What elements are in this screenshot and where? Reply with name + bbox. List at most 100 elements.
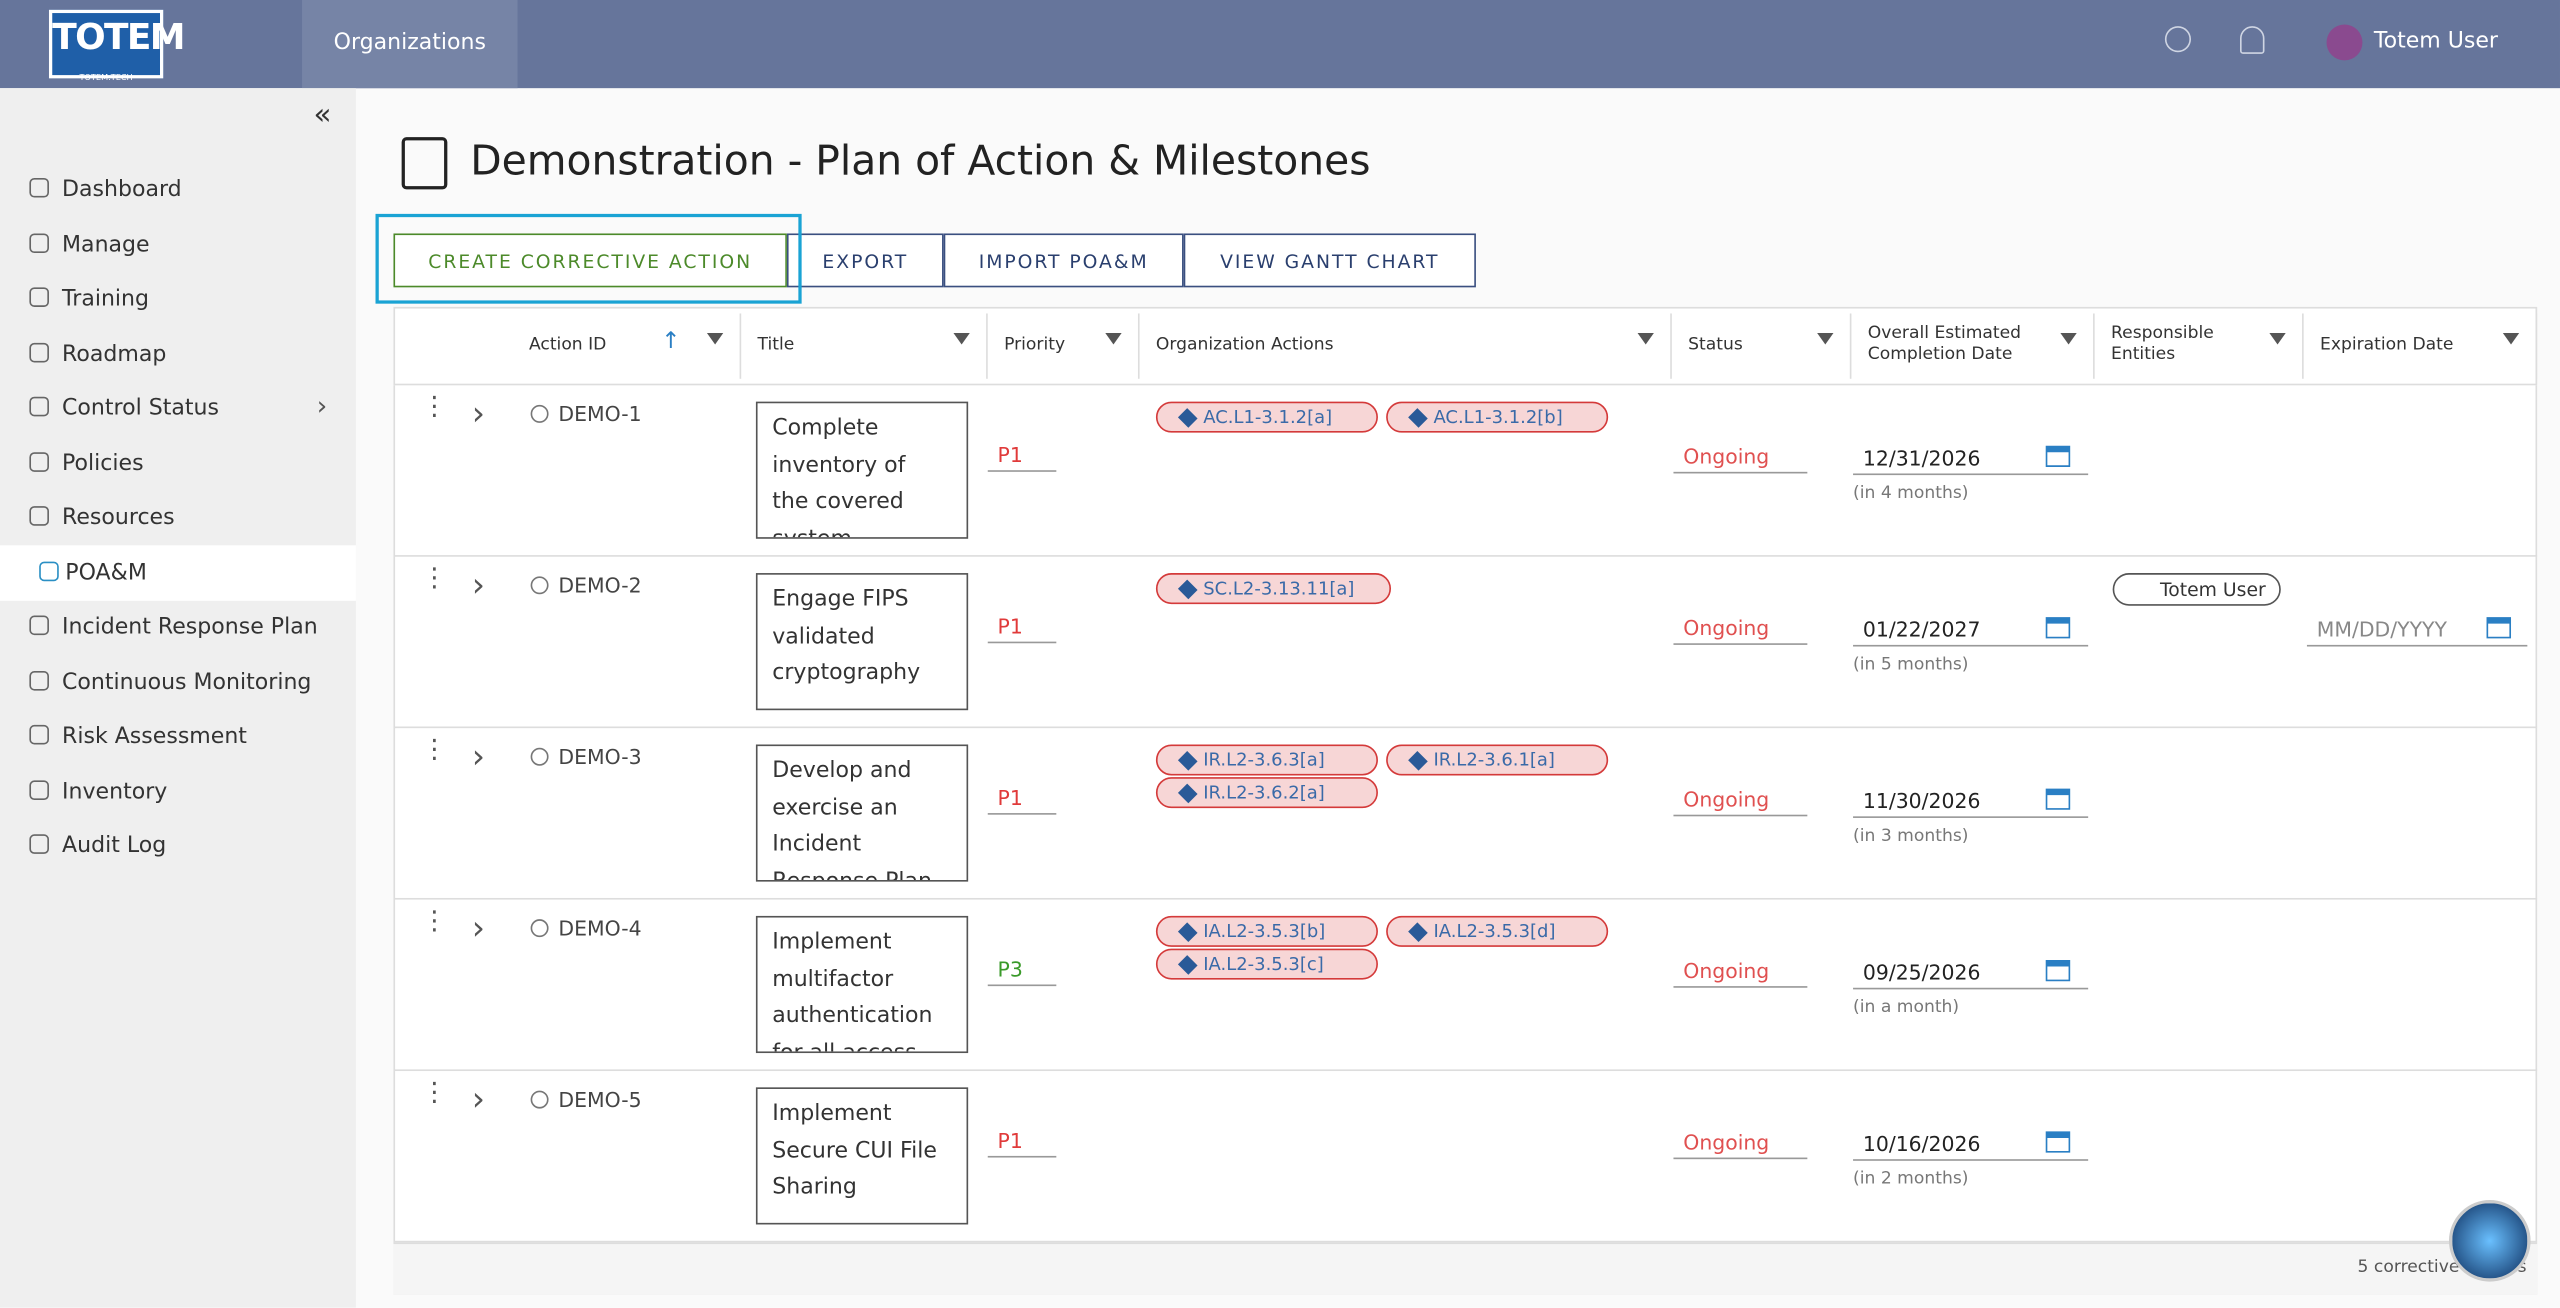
priority[interactable]: P1	[987, 611, 1057, 644]
nav-item[interactable]: Roadmap	[62, 340, 167, 367]
date[interactable]: 01/22/2027	[1853, 614, 2089, 647]
nav-item[interactable]: Risk Assessment	[62, 723, 247, 750]
control-tag[interactable]: SC.L2-3.13.11[a]	[1155, 573, 1392, 605]
status[interactable]: Ongoing	[1673, 1128, 1808, 1160]
nav-icon	[29, 779, 49, 800]
title-box: Implement multifactor authentication for…	[755, 915, 969, 1054]
nav-item[interactable]: POA&M	[65, 559, 147, 586]
row-title[interactable]: Develop and exercise an Incident Respons…	[772, 757, 933, 882]
calendar-icon[interactable]	[2045, 1131, 2071, 1153]
row-title[interactable]: Complete inventory of the covered system	[772, 414, 906, 539]
search-icon[interactable]	[2164, 26, 2192, 53]
tag-icon	[1177, 751, 1198, 771]
nav-item[interactable]: Control Status	[62, 395, 219, 422]
sort-arrow[interactable]: ↑	[661, 328, 681, 355]
control-tag[interactable]: IA.L2-3.5.3[d]	[1386, 915, 1609, 947]
header-row	[393, 306, 2538, 386]
calendar-icon[interactable]	[2045, 788, 2071, 810]
control-tag[interactable]: IR.L2-3.6.2[a]	[1155, 777, 1378, 809]
filter-icon[interactable]	[2060, 333, 2077, 345]
bell-icon[interactable]	[2239, 26, 2265, 54]
row-expand[interactable]: ›	[471, 736, 485, 776]
control-tag[interactable]: IR.L2-3.6.1[a]	[1386, 744, 1609, 776]
expiration[interactable]: MM/DD/YYYY	[2306, 614, 2528, 647]
control-tag[interactable]: IA.L2-3.5.3[c]	[1155, 948, 1378, 980]
calendar-icon[interactable]	[2486, 617, 2512, 639]
nav-item[interactable]: Inventory	[62, 777, 168, 805]
filter-icon[interactable]	[953, 333, 970, 345]
help-avatar[interactable]	[2448, 1199, 2531, 1282]
nav-item[interactable]: Policies	[62, 449, 144, 476]
nav-active	[0, 544, 356, 600]
nav-item[interactable]: Training	[62, 285, 150, 312]
filter-icon[interactable]	[2502, 333, 2520, 345]
row-id: DEMO-2	[558, 573, 642, 598]
filter-icon[interactable]	[1637, 333, 1654, 345]
row-expand[interactable]: ›	[471, 393, 485, 433]
status[interactable]: Ongoing	[1673, 785, 1808, 817]
date[interactable]: 11/30/2026	[1853, 785, 2089, 818]
calendar-icon[interactable]	[2045, 959, 2071, 982]
control-tag[interactable]: IA.L2-3.5.3[b]	[1155, 915, 1378, 947]
nav-item[interactable]: Resources	[62, 504, 175, 531]
nav-item[interactable]: Incident Response Plan	[62, 613, 318, 640]
toolbar-button[interactable]: CREATE CORRECTIVE ACTION	[393, 233, 787, 288]
row-expand[interactable]: ›	[471, 907, 485, 947]
date[interactable]: 09/25/2026	[1853, 957, 2089, 990]
tag-label: AC.L1-3.1.2[a]	[1203, 406, 1333, 428]
column-header: Status	[1688, 334, 1743, 355]
column-divider	[1670, 313, 1672, 379]
column-header: Priority	[1004, 334, 1066, 355]
user-name[interactable]: Totem User	[2373, 27, 2499, 54]
column-divider	[2302, 313, 2304, 379]
nav-item[interactable]: Dashboard	[62, 176, 182, 203]
row-menu[interactable]: ⋮	[421, 736, 447, 762]
toolbar-button[interactable]: IMPORT POA&M	[943, 233, 1184, 288]
row-title[interactable]: Implement Secure CUI File Sharing	[772, 1100, 937, 1200]
nav-icon	[29, 396, 49, 417]
row-menu[interactable]: ⋮	[421, 393, 447, 419]
row-menu[interactable]: ⋮	[421, 1078, 447, 1104]
calendar-icon[interactable]	[2045, 445, 2071, 467]
column-header: Responsible Entities	[2111, 323, 2214, 364]
entity-chip: Totem User	[2112, 573, 2281, 606]
nav-item[interactable]: Audit Log	[62, 832, 167, 859]
tag-label: IR.L2-3.6.3[a]	[1203, 749, 1325, 771]
toolbar-button[interactable]: EXPORT	[786, 233, 944, 288]
nav-item[interactable]: Manage	[62, 231, 150, 258]
toolbar-button[interactable]: VIEW GANTT CHART	[1183, 233, 1476, 288]
control-tag[interactable]: AC.L1-3.1.2[b]	[1386, 401, 1609, 433]
row-title[interactable]: Implement multifactor authentication for…	[772, 928, 933, 1054]
filter-icon[interactable]	[2269, 333, 2286, 345]
filter-icon[interactable]	[1817, 333, 1834, 345]
collapse[interactable]: «	[313, 97, 332, 133]
row-menu[interactable]: ⋮	[421, 564, 447, 590]
tag-label: IR.L2-3.6.2[a]	[1203, 782, 1325, 804]
date[interactable]: 10/16/2026	[1853, 1128, 2089, 1161]
tag-label: IA.L2-3.5.3[c]	[1203, 953, 1324, 975]
filter-icon[interactable]	[706, 333, 724, 345]
priority[interactable]: P1	[987, 439, 1057, 472]
nav-tab[interactable]: Organizations	[302, 0, 518, 89]
row-title[interactable]: Engage FIPS validated cryptography	[772, 586, 921, 686]
status[interactable]: Ongoing	[1673, 442, 1808, 474]
nav-icon	[39, 560, 59, 581]
row-expand[interactable]: ›	[471, 564, 485, 605]
tag-label: IA.L2-3.5.3[b]	[1203, 920, 1326, 943]
calendar-icon[interactable]	[2045, 617, 2071, 639]
date[interactable]: 12/31/2026	[1853, 442, 2089, 476]
priority[interactable]: P1	[987, 782, 1057, 815]
row-expand[interactable]: ›	[471, 1079, 485, 1119]
button-label: CREATE CORRECTIVE ACTION	[428, 249, 753, 273]
status[interactable]: Ongoing	[1673, 957, 1808, 988]
control-tag[interactable]: IR.L2-3.6.3[a]	[1155, 744, 1378, 776]
priority[interactable]: P3	[987, 953, 1057, 987]
nav-item[interactable]: Continuous Monitoring	[62, 668, 312, 695]
control-tag[interactable]: AC.L1-3.1.2[a]	[1155, 401, 1378, 433]
status[interactable]: Ongoing	[1673, 614, 1808, 645]
row-menu[interactable]: ⋮	[421, 907, 447, 933]
user-avatar[interactable]	[2326, 24, 2363, 61]
filter-icon[interactable]	[1105, 333, 1122, 345]
priority[interactable]: P1	[987, 1125, 1057, 1158]
tag-icon	[1177, 579, 1198, 600]
